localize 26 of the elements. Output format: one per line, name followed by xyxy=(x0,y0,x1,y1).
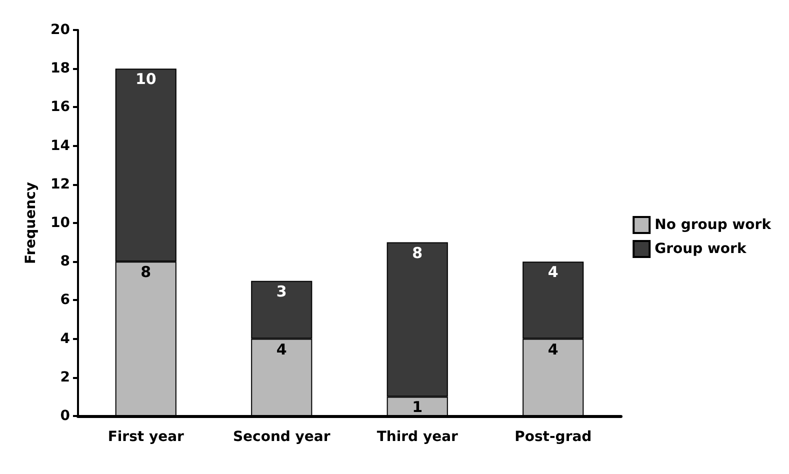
data-label: 1 xyxy=(412,398,423,416)
data-label: 4 xyxy=(548,340,558,358)
legend-label: No group work xyxy=(654,217,772,233)
y-tick-label: 18 xyxy=(50,60,70,77)
y-tick-label: 12 xyxy=(50,176,70,192)
x-tick-label: Post-grad xyxy=(514,429,592,445)
data-label: 10 xyxy=(135,70,156,88)
y-tick-label: 14 xyxy=(50,138,70,154)
x-tick-label: First year xyxy=(108,429,184,445)
y-tick-label: 16 xyxy=(50,99,70,116)
data-label: 8 xyxy=(140,263,152,282)
data-label: 3 xyxy=(276,282,287,300)
y-tick-label: 20 xyxy=(50,22,70,38)
data-label: 8 xyxy=(412,244,423,262)
data-label: 4 xyxy=(548,263,558,282)
x-tick-label: Second year xyxy=(232,429,330,445)
y-tick-label: 2 xyxy=(60,369,70,386)
y-tick-label: 8 xyxy=(60,254,70,270)
y-tick-label: 6 xyxy=(60,292,70,308)
legend-label: Group work xyxy=(654,241,747,257)
data-label: 4 xyxy=(276,340,287,358)
y-tick-label: 0 xyxy=(60,408,70,424)
y-tick-label: 4 xyxy=(60,330,70,347)
x-tick-label: Third year xyxy=(376,429,458,445)
y-tick-label: 10 xyxy=(50,215,70,231)
y-axis-title: Frequency xyxy=(23,182,39,264)
